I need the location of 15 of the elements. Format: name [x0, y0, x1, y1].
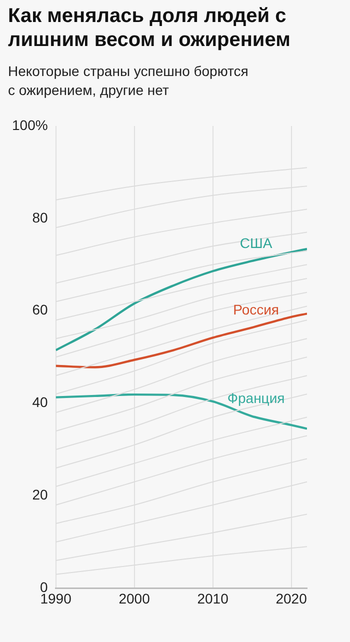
line-series: [56, 393, 307, 430]
y-tick-label: 40: [32, 394, 48, 410]
series-label: США: [240, 234, 273, 251]
y-tick-label: 60: [32, 302, 48, 318]
y-tick-label: 80: [32, 209, 48, 226]
x-tick-label: 2000: [118, 590, 150, 606]
x-tick-label: 2010: [197, 590, 229, 606]
chart-title: Как менялась доля людей с лишним весом и ожирением: [8, 4, 292, 52]
x-tick-label: 2020: [276, 590, 308, 606]
y-tick-label: 20: [32, 486, 48, 503]
y-tick-label: 100%: [12, 116, 48, 133]
chart-subtitle: Некоторые страны успешно борются с ожирением, другие нет: [8, 62, 250, 100]
series-label: Франция: [227, 390, 285, 406]
line-series: [56, 248, 307, 352]
series-label: Россия: [233, 301, 280, 318]
